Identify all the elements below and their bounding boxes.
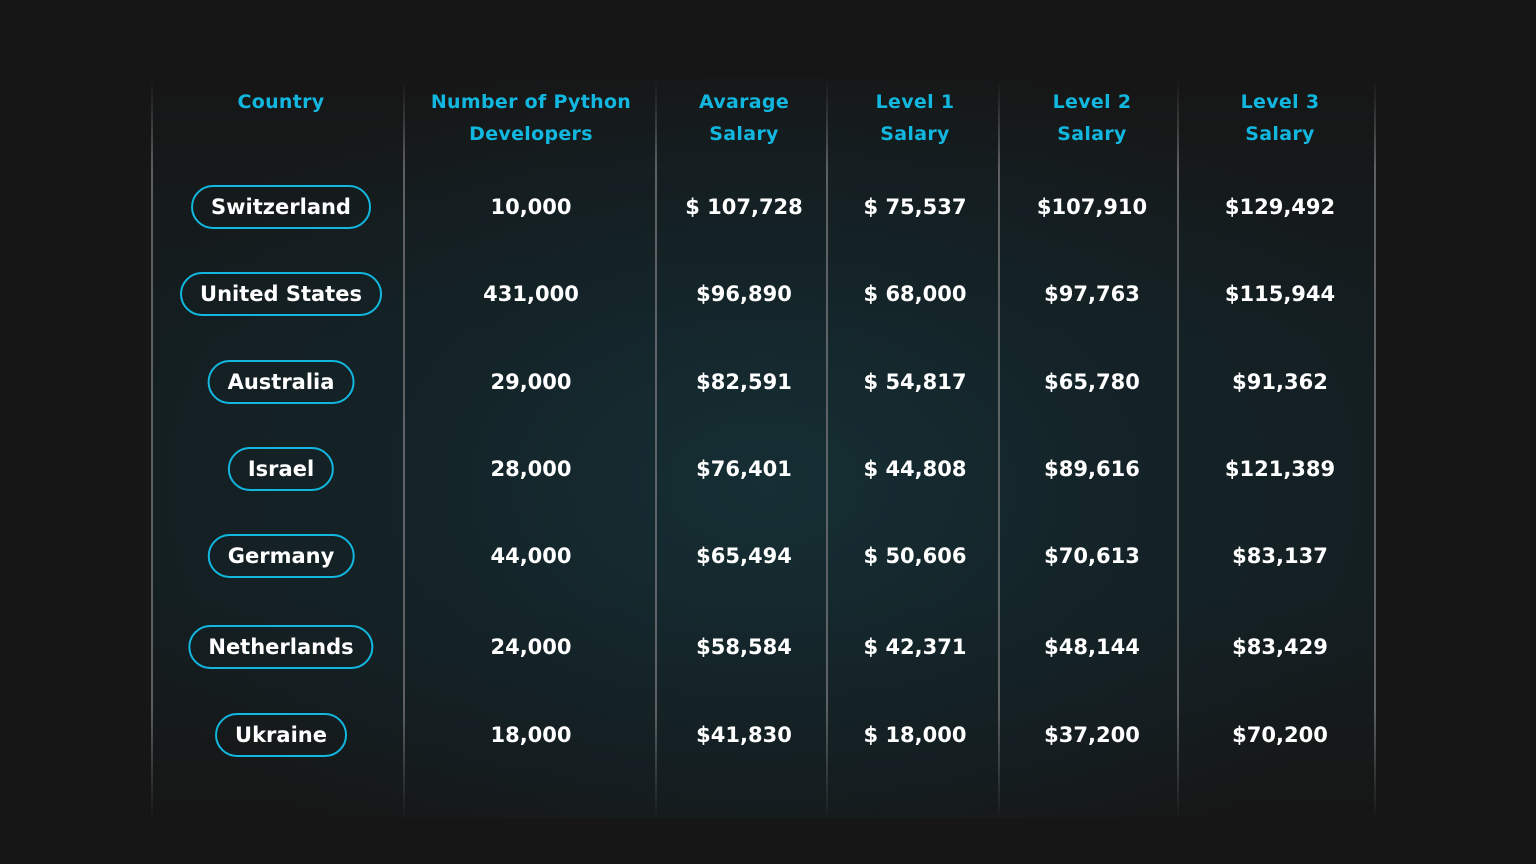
column-header-average-salary: Avarage Salary xyxy=(699,86,789,150)
country-pill: United States xyxy=(180,272,382,316)
column-divider xyxy=(151,80,153,820)
column-header-line: Country xyxy=(237,91,325,113)
table-cell-level-2-salary: $37,200 xyxy=(1044,723,1140,747)
table-cell-level-3-salary: $91,362 xyxy=(1232,370,1328,394)
table-cell-average-salary: $76,401 xyxy=(696,457,792,481)
column-header-line: Salary xyxy=(1057,123,1127,145)
table-cell-level-3-salary: $70,200 xyxy=(1232,723,1328,747)
table-cell-average-salary: $41,830 xyxy=(696,723,792,747)
table-cell-average-salary: $ 107,728 xyxy=(685,195,803,219)
table-cell-average-salary: $96,890 xyxy=(696,282,792,306)
table-cell-developers: 10,000 xyxy=(490,195,572,219)
column-header-level-1-salary: Level 1 Salary xyxy=(876,86,955,150)
column-divider xyxy=(655,80,657,820)
table-cell-average-salary: $65,494 xyxy=(696,544,792,568)
column-divider xyxy=(998,80,1000,820)
table-cell-level-1-salary: $ 44,808 xyxy=(863,457,967,481)
table-cell-level-2-salary: $65,780 xyxy=(1044,370,1140,394)
table-cell-developers: 24,000 xyxy=(490,635,572,659)
column-header-line: Level 2 xyxy=(1052,91,1132,113)
table-cell-level-1-salary: $ 18,000 xyxy=(863,723,967,747)
table-cell-level-1-salary: $ 54,817 xyxy=(863,370,967,394)
table-cell-level-1-salary: $ 68,000 xyxy=(863,282,967,306)
table-cell-developers: 28,000 xyxy=(490,457,572,481)
country-pill: Israel xyxy=(227,447,335,491)
column-header-line: Salary xyxy=(880,123,950,145)
column-header-line: Level 1 xyxy=(875,91,955,113)
table-cell-developers: 18,000 xyxy=(490,723,572,747)
table-cell-developers: 431,000 xyxy=(483,282,579,306)
column-divider xyxy=(403,80,405,820)
table-cell-level-2-salary: $97,763 xyxy=(1044,282,1140,306)
table-cell-level-2-salary: $89,616 xyxy=(1044,457,1140,481)
column-divider xyxy=(1177,80,1179,820)
country-pill: Netherlands xyxy=(188,625,374,669)
column-header-line: Developers xyxy=(469,123,593,145)
table-cell-level-3-salary: $115,944 xyxy=(1224,282,1336,306)
table-cell-developers: 29,000 xyxy=(490,370,572,394)
column-header-line: Salary xyxy=(1245,123,1315,145)
country-pill: Switzerland xyxy=(191,185,371,229)
column-divider xyxy=(826,80,828,820)
column-header-line: Level 3 xyxy=(1240,91,1320,113)
table-cell-level-2-salary: $70,613 xyxy=(1044,544,1140,568)
column-header-country: Country xyxy=(238,86,325,118)
table-cell-developers: 44,000 xyxy=(490,544,572,568)
column-header-level-3-salary: Level 3 Salary xyxy=(1241,86,1320,150)
column-header-line: Salary xyxy=(709,123,779,145)
column-header-line: Avarage xyxy=(698,91,790,113)
table-cell-level-1-salary: $ 42,371 xyxy=(863,635,967,659)
column-header-developers: Number of Python Developers xyxy=(431,86,631,150)
table-cell-level-3-salary: $83,137 xyxy=(1232,544,1328,568)
country-pill: Germany xyxy=(207,534,355,578)
table-cell-level-1-salary: $ 50,606 xyxy=(863,544,967,568)
table-cell-level-1-salary: $ 75,537 xyxy=(863,195,967,219)
country-pill: Australia xyxy=(207,360,355,404)
table-cell-level-3-salary: $129,492 xyxy=(1224,195,1336,219)
column-divider xyxy=(1374,80,1376,820)
table-cell-level-3-salary: $83,429 xyxy=(1232,635,1328,659)
column-header-line: Number of Python xyxy=(430,91,632,113)
column-header-level-2-salary: Level 2 Salary xyxy=(1053,86,1132,150)
table-cell-level-2-salary: $48,144 xyxy=(1044,635,1140,659)
table-cell-average-salary: $58,584 xyxy=(696,635,792,659)
table-cell-level-3-salary: $121,389 xyxy=(1224,457,1336,481)
table-cell-average-salary: $82,591 xyxy=(696,370,792,394)
country-pill: Ukraine xyxy=(215,713,347,757)
table-cell-level-2-salary: $107,910 xyxy=(1036,195,1148,219)
